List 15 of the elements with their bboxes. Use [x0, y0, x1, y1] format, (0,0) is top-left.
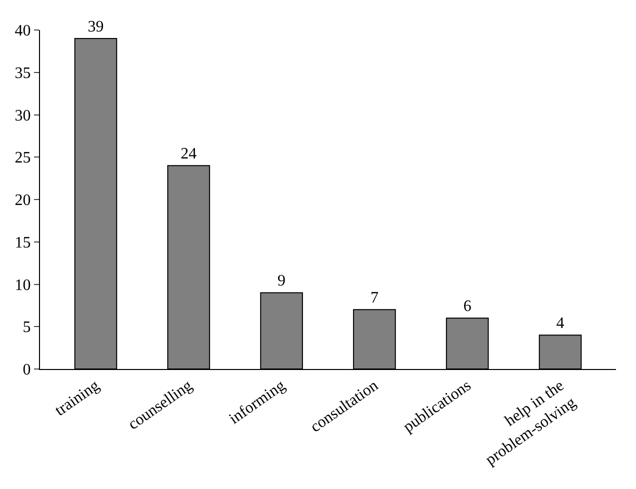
data-label: 24	[180, 146, 197, 163]
y-tick-label: 20	[14, 192, 31, 210]
data-label: 7	[370, 290, 378, 307]
data-label: 9	[278, 272, 286, 290]
y-tick-label: 5	[22, 319, 31, 336]
y-tick-label: 25	[14, 150, 31, 167]
y-tick-label: 0	[22, 362, 31, 379]
data-label: 39	[88, 18, 104, 36]
y-tick-label: 40	[14, 22, 31, 40]
y-tick-label: 30	[14, 107, 31, 124]
y-tick-label: 15	[14, 234, 31, 252]
data-label: 4	[556, 315, 564, 332]
y-tick-label: 10	[14, 276, 31, 294]
data-label: 6	[463, 298, 472, 316]
y-tick-label: 35	[14, 64, 31, 82]
